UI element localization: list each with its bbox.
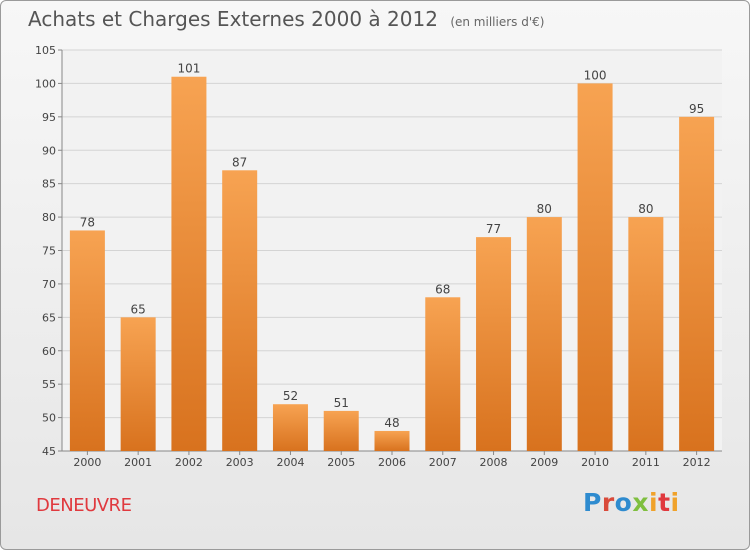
bar-2012 [679,116,715,451]
bar-2009 [526,217,562,451]
x-tick-label-2002: 2002 [175,456,203,469]
y-tick-label: 95 [42,111,56,124]
x-tick-label-2006: 2006 [378,456,406,469]
y-tick-label: 100 [35,77,56,90]
bar-2007 [425,297,461,451]
x-tick-label-2000: 2000 [73,456,101,469]
bar-2002 [171,76,207,451]
value-label-2012: 95 [689,102,704,116]
bar-2006 [374,430,410,451]
grid-layer [62,49,722,452]
y-tick-label: 90 [42,144,56,157]
value-label-2008: 77 [486,222,501,236]
bar-2011 [628,217,664,451]
value-label-2002: 101 [177,62,200,76]
y-tick-label: 50 [42,412,56,425]
bar-2008 [476,237,512,451]
x-tick-label-2010: 2010 [581,456,609,469]
value-label-2011: 80 [638,202,653,216]
value-label-2001: 65 [131,302,146,316]
chart-unit: (en milliers d'€) [450,15,545,29]
y-tick-label: 80 [42,211,56,224]
value-label-2005: 51 [334,396,349,410]
x-tick-label-2007: 2007 [429,456,457,469]
x-tick-label-2003: 2003 [226,456,254,469]
y-tick-label: 85 [42,178,56,191]
y-tick-label: 55 [42,378,56,391]
bar-2000 [69,230,105,451]
x-tick-label-2012: 2012 [683,456,711,469]
commune-name: DENEUVRE [36,495,132,516]
y-tick-label: 45 [42,445,56,458]
x-tick-label-2004: 2004 [276,456,304,469]
x-tick-label-2005: 2005 [327,456,355,469]
bar-layer [69,76,715,452]
x-tick-label-2008: 2008 [480,456,508,469]
value-label-2010: 100 [584,68,607,82]
y-tick-label: 70 [42,278,56,291]
x-tick-label-2011: 2011 [632,456,660,469]
x-tick-label-2001: 2001 [124,456,152,469]
value-label-2007: 68 [435,282,450,296]
label-layer: 78 2000 65 2001 101 2002 87 2003 52 2004 51 2005 48 2… [73,62,710,469]
bar-2010 [577,83,613,452]
chart-title-text: Achats et Charges Externes 2000 à 2012 [28,7,438,31]
value-label-2009: 80 [537,202,552,216]
bar-2003 [222,170,258,452]
bar-2005 [323,410,359,451]
value-label-2003: 87 [232,155,247,169]
value-label-2000: 78 [80,215,95,229]
x-tick-label-2009: 2009 [530,456,558,469]
bar-2001 [120,317,156,451]
y-tick-label: 75 [42,245,56,258]
y-tick-label: 65 [42,311,56,324]
value-label-2004: 52 [283,389,298,403]
y-tick-label: 105 [35,44,56,57]
bar-2004 [272,404,308,451]
value-label-2006: 48 [384,416,399,430]
y-tick-label: 60 [42,345,56,358]
chart-title: Achats et Charges Externes 2000 à 2012 (… [28,7,544,31]
proxiti-logo[interactable]: Proxiti [583,488,680,517]
